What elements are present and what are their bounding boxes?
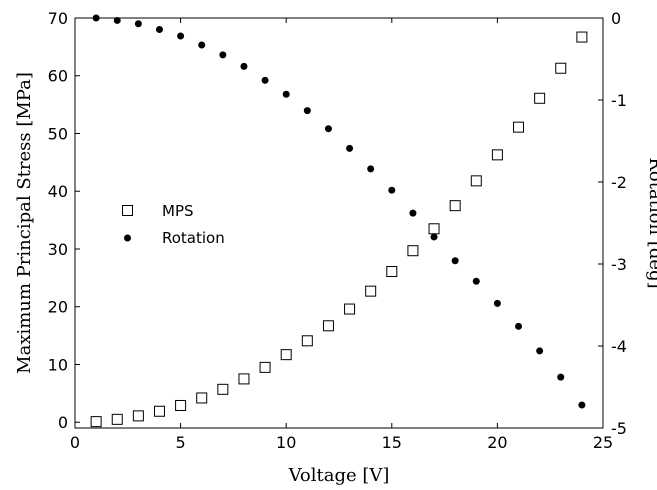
- mps-point: [322, 320, 334, 332]
- mps-point: [470, 175, 482, 187]
- rotation-point: [451, 257, 459, 265]
- x-axis-title: Voltage [V]: [288, 465, 390, 486]
- y2-tick-label: -4: [611, 337, 627, 356]
- y2-tick-label: 0: [611, 9, 621, 28]
- mps-point: [301, 335, 313, 347]
- rotation-point: [367, 165, 375, 173]
- mps-point: [344, 303, 356, 315]
- legend-marker-rotation: [124, 234, 131, 242]
- y2-tick-label: -1: [611, 91, 627, 110]
- rotation-point: [493, 299, 501, 307]
- mps-point: [534, 92, 546, 104]
- rotation-point: [557, 373, 565, 381]
- mps-point: [513, 121, 525, 133]
- rotation-point: [198, 41, 206, 49]
- mps-point: [111, 413, 123, 425]
- y-tick-label: 0: [58, 413, 68, 432]
- x-tick-label: 25: [593, 433, 613, 452]
- mps-point: [196, 392, 208, 404]
- y2-tick-label: -2: [611, 173, 627, 192]
- rotation-point: [113, 16, 121, 24]
- rotation-point: [261, 76, 269, 84]
- mps-point: [90, 416, 102, 428]
- rotation-point: [515, 322, 523, 330]
- mps-point: [132, 410, 144, 422]
- y2-tick-label: -3: [611, 255, 627, 274]
- y2-axis-title: Rotation [deg]: [645, 157, 657, 288]
- rotation-point: [324, 125, 332, 133]
- y-tick-label: 40: [48, 182, 68, 201]
- x-axis-ticks: 0 5 10 15 20 25: [70, 18, 613, 452]
- mps-point: [555, 62, 567, 74]
- mps-point: [280, 349, 292, 361]
- rotation-point: [536, 347, 544, 355]
- y-tick-label: 70: [48, 9, 68, 28]
- y-tick-label: 10: [48, 355, 68, 374]
- y-tick-label: 50: [48, 124, 68, 143]
- y-tick-label: 20: [48, 298, 68, 317]
- y-tick-label: 30: [48, 240, 68, 259]
- legend-marker-mps: [122, 205, 133, 216]
- rotation-point: [346, 144, 354, 152]
- plot-frame: [74, 17, 604, 429]
- rotation-point: [388, 186, 396, 194]
- x-tick-label: 20: [487, 433, 507, 452]
- mps-point: [259, 361, 271, 373]
- rotation-point: [430, 233, 438, 241]
- mps-point: [386, 266, 398, 278]
- y-axis-title: Maximum Principal Stress [MPa]: [14, 72, 35, 374]
- rotation-point: [282, 90, 290, 98]
- legend-label-rotation: Rotation: [162, 229, 225, 247]
- mps-point: [217, 383, 229, 395]
- rotation-point: [134, 20, 142, 28]
- series-rotation: [92, 14, 586, 409]
- rotation-point: [92, 14, 100, 22]
- x-tick-label: 15: [382, 433, 402, 452]
- series-mps: [90, 31, 588, 428]
- mps-point: [365, 285, 377, 297]
- x-tick-label: 5: [176, 433, 186, 452]
- mps-point: [428, 223, 440, 235]
- rotation-point: [219, 51, 227, 59]
- mps-point: [238, 373, 250, 385]
- rotation-point: [578, 401, 586, 409]
- x-tick-label: 0: [70, 433, 80, 452]
- rotation-point: [472, 277, 480, 285]
- legend: MPS Rotation: [122, 202, 225, 247]
- y2-axis-ticks: 0 -1 -2 -3 -4 -5: [598, 9, 627, 438]
- rotation-point: [155, 25, 163, 33]
- rotation-point: [409, 209, 417, 217]
- mps-point: [576, 31, 588, 43]
- rotation-point: [303, 107, 311, 115]
- mps-point: [153, 405, 165, 417]
- mps-point: [407, 245, 419, 257]
- mps-point: [449, 200, 461, 212]
- legend-label-mps: MPS: [162, 202, 194, 220]
- y2-tick-label: -5: [611, 419, 627, 438]
- x-tick-label: 10: [276, 433, 296, 452]
- rotation-point: [177, 32, 185, 40]
- y-axis-ticks: 0 10 20 30 40 50 60 70: [48, 9, 80, 432]
- rotation-point: [240, 62, 248, 70]
- mps-point: [175, 399, 187, 411]
- y-tick-label: 60: [48, 67, 68, 86]
- mps-point: [491, 149, 503, 161]
